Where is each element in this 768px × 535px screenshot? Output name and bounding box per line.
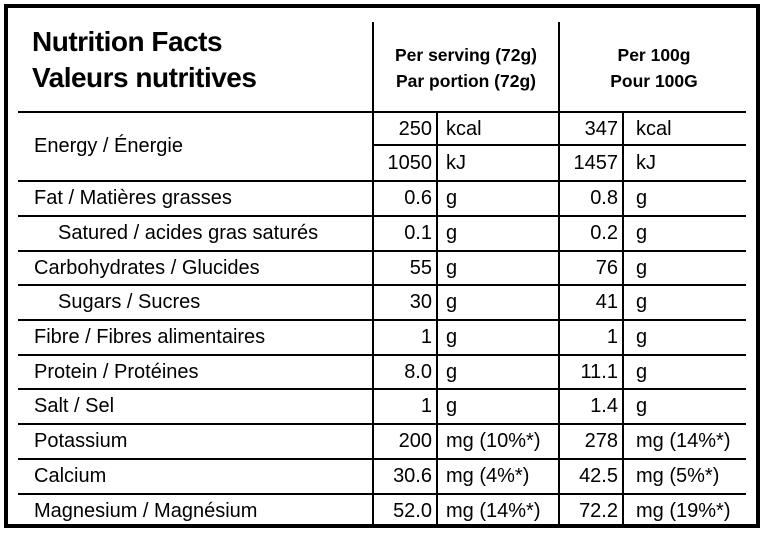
value-per-100g: 278 (584, 430, 618, 452)
nutrient-name: Satured / acides gras saturés (58, 222, 319, 244)
value-per-serving: 1 (420, 326, 432, 348)
nutrient-name: Fibre / Fibres alimentaires (34, 326, 266, 348)
row-divider (18, 458, 746, 460)
energy-subdivider (372, 144, 746, 146)
unit-per-100g: mg (5%*) (636, 465, 720, 487)
value-per-100g: 72.2 (579, 500, 618, 522)
energy-kcal-unit: kcal (446, 118, 482, 140)
unit-per-100g: g (636, 222, 648, 244)
value-per-serving: 8.0 (404, 361, 432, 383)
unit-per-100g: mg (14%*) (636, 430, 731, 452)
row-divider (18, 388, 746, 390)
value-per-100g: 0.2 (590, 222, 618, 244)
value-per-100g: 41 (595, 291, 618, 313)
unit-per-serving: g (446, 326, 458, 348)
value-per-100g: 42.5 (579, 465, 618, 487)
column-header-per-serving: Per serving (72g) Par portion (72g) (374, 42, 558, 94)
unit-per-serving: g (446, 395, 458, 417)
value-per-serving: 200 (398, 430, 432, 452)
row-divider (18, 250, 746, 252)
row-divider (18, 284, 746, 286)
par-portion-label: Par portion (72g) (395, 71, 536, 91)
nutrient-name: Energy / Énergie (34, 135, 183, 157)
unit-per-serving: g (446, 187, 458, 209)
row-divider (18, 493, 746, 495)
value-per-serving: 30 (409, 291, 432, 313)
title-french: Valeurs nutritives (32, 62, 257, 93)
pour-100g-label: Pour 100G (610, 71, 698, 91)
energy-kj-serving: 1050 (387, 152, 433, 174)
nutrient-name: Magnesium / Magnésium (34, 500, 258, 522)
unit-per-100g: mg (19%*) (636, 500, 731, 522)
row-divider (18, 423, 746, 425)
nutrient-name: Carbohydrates / Glucides (34, 257, 260, 279)
unit-per-serving: g (446, 222, 458, 244)
unit-per-100g: g (636, 361, 648, 383)
energy-kcal-serving: 250 (398, 118, 432, 140)
nutrient-name: Sugars / Sucres (58, 291, 201, 313)
row-divider (18, 180, 746, 182)
value-per-serving: 55 (409, 257, 432, 279)
per-100g-label: Per 100g (617, 45, 691, 65)
row-divider (18, 215, 746, 217)
value-per-100g: 1.4 (590, 395, 618, 417)
nutrient-name: Fat / Matières grasses (34, 187, 232, 209)
unit-per-serving: mg (14%*) (446, 500, 541, 522)
unit-per-100g: g (636, 326, 648, 348)
unit-per-100g: g (636, 257, 648, 279)
nutrient-name: Salt / Sel (34, 395, 115, 417)
unit-per-serving: mg (10%*) (446, 430, 541, 452)
nutrition-facts-table: Nutrition Facts Valeurs nutritives Per s… (4, 4, 760, 528)
unit-per-serving: g (446, 361, 458, 383)
value-per-serving: 52.0 (393, 500, 432, 522)
energy-kcal-per100: 347 (584, 118, 618, 140)
nutrient-name: Calcium (34, 465, 107, 487)
value-per-100g: 11.1 (580, 361, 618, 383)
unit-per-serving: mg (4%*) (446, 465, 530, 487)
unit-per-100g: g (636, 291, 648, 313)
value-per-100g: 0.8 (590, 187, 618, 209)
value-per-serving: 0.6 (404, 187, 432, 209)
value-per-serving: 1 (420, 395, 432, 417)
title-english: Nutrition Facts (32, 26, 223, 57)
unit-per-serving: g (446, 257, 458, 279)
value-per-100g: 1 (606, 326, 618, 348)
energy-kj-per100: 1457 (573, 152, 619, 174)
unit-per-serving: g (446, 291, 458, 313)
value-per-serving: 30.6 (393, 465, 432, 487)
unit-per-100g: g (636, 395, 648, 417)
energy-kj-unit-100: kJ (636, 152, 656, 174)
column-divider (558, 22, 560, 528)
energy-kcal-unit-100: kcal (636, 118, 672, 140)
nutrient-name: Potassium (34, 430, 128, 452)
column-divider (372, 22, 374, 528)
value-per-serving: 0.1 (404, 222, 432, 244)
energy-kj-unit: kJ (446, 152, 466, 174)
column-header-per-100g: Per 100g Pour 100G (560, 42, 748, 94)
row-divider (18, 354, 746, 356)
header-divider (18, 111, 746, 113)
nutrient-name: Protein / Protéines (34, 361, 199, 383)
per-serving-label: Per serving (72g) (395, 45, 537, 65)
row-divider (18, 319, 746, 321)
unit-per-100g: g (636, 187, 648, 209)
value-per-100g: 76 (595, 257, 618, 279)
